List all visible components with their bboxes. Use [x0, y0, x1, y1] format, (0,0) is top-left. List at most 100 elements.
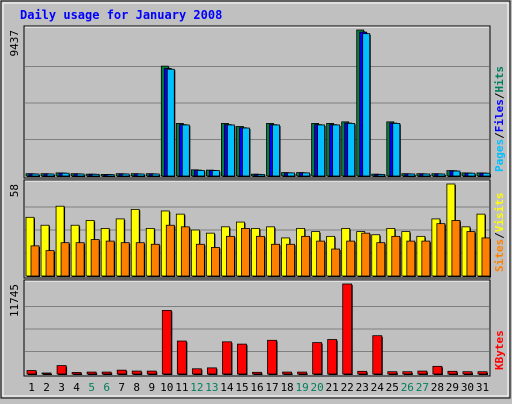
x-tick-label: 26	[401, 381, 414, 394]
bar-kbytes	[297, 371, 307, 375]
bar-sites	[165, 224, 175, 277]
bar-sites	[466, 231, 476, 277]
bar-pages	[31, 173, 40, 177]
bar-pages	[362, 33, 371, 177]
bar-sites	[376, 242, 386, 277]
bar-sites	[436, 223, 446, 277]
bar-sites	[45, 250, 55, 277]
bar-sites	[286, 243, 295, 277]
bar-kbytes	[252, 371, 262, 375]
bar-sites	[60, 242, 70, 277]
bar-sites	[105, 240, 115, 277]
bar-pages	[332, 124, 341, 177]
panel-frame	[23, 279, 491, 377]
bar-kbytes	[116, 369, 127, 375]
bar-sites	[30, 245, 40, 277]
bar-sites	[271, 243, 280, 277]
bar-pages	[76, 173, 85, 177]
bar-sites	[391, 235, 401, 277]
bar-pages	[46, 173, 55, 177]
bar-pages	[227, 124, 235, 177]
bar-sites	[346, 240, 356, 277]
bar-sites	[331, 248, 341, 277]
x-tick-label: 27	[416, 381, 429, 394]
bar-sites	[241, 228, 250, 277]
bar-pages	[166, 68, 175, 177]
bar-kbytes	[357, 370, 368, 375]
bar-pages	[452, 170, 461, 177]
bar-pages	[422, 173, 431, 177]
chart-title: Daily usage for January 2008	[20, 8, 222, 22]
bar-shadow	[43, 374, 53, 375]
x-tick-label: 11	[175, 381, 188, 394]
bar-pages	[61, 172, 70, 177]
legend-entry: Files	[493, 99, 506, 132]
bar-pages	[257, 174, 265, 177]
legend-separator: /	[493, 92, 506, 99]
x-tick-label: 25	[386, 381, 399, 394]
bar-kbytes	[387, 371, 398, 375]
bar-sites	[226, 235, 235, 277]
legend: Pages/Files/Hits	[493, 66, 506, 172]
legend-entry: Pages	[493, 139, 506, 172]
x-tick-label: 31	[476, 381, 489, 394]
bar-kbytes	[41, 372, 52, 375]
x-tick-label: 4	[73, 381, 80, 394]
bar-sites	[75, 242, 85, 277]
x-tick-label: 23	[356, 381, 369, 394]
panel-frame	[23, 25, 491, 179]
bar-sites	[361, 232, 371, 277]
x-tick-label: 13	[205, 381, 218, 394]
bar-sites	[210, 247, 220, 277]
bar-pages	[302, 172, 310, 177]
x-tick-label: 21	[326, 381, 339, 394]
x-tick-label: 22	[341, 381, 354, 394]
bar-pages	[317, 124, 326, 177]
bar-kbytes	[432, 365, 443, 375]
bar-pages	[347, 122, 356, 177]
legend-entry: Hits	[493, 66, 506, 93]
bar-pages	[272, 124, 280, 177]
bar-sites	[180, 226, 190, 277]
bar-sites	[150, 243, 160, 277]
bar-pages	[211, 170, 220, 177]
bar-kbytes	[462, 371, 473, 375]
bar-kbytes	[327, 339, 338, 375]
bar-pages	[196, 170, 205, 177]
bar-kbytes	[71, 372, 82, 375]
bar-kbytes	[402, 371, 413, 375]
bar-sites	[406, 240, 416, 277]
bar-kbytes	[267, 339, 277, 375]
legend-separator: /	[493, 132, 506, 139]
x-tick-label: 8	[133, 381, 140, 394]
legend: Sites/Visits	[493, 193, 506, 273]
bar-sites	[120, 242, 130, 277]
bar-kbytes	[161, 309, 172, 375]
bar-sites	[421, 240, 431, 277]
bar-sites	[90, 239, 100, 277]
bar-sites	[451, 220, 461, 277]
x-tick-label: 15	[235, 381, 248, 394]
bar-sites	[481, 237, 491, 277]
y-max-label: 58	[8, 184, 21, 197]
bar-kbytes	[282, 371, 292, 375]
bar-kbytes	[447, 370, 458, 375]
x-tick-label: 6	[103, 381, 110, 394]
bar-sites	[135, 242, 145, 277]
legend-entry: Sites	[493, 239, 506, 272]
x-tick-label: 10	[160, 381, 173, 394]
bar-sites	[301, 235, 310, 277]
x-tick-label: 19	[295, 381, 308, 394]
x-tick-label: 24	[371, 381, 385, 394]
legend-entry: KBytes	[493, 330, 506, 370]
bar-pages	[287, 172, 295, 177]
x-tick-label: 3	[58, 381, 65, 394]
y-max-label: 9437	[8, 30, 21, 57]
y-max-label: 11745	[8, 284, 21, 317]
bar-pages	[467, 172, 476, 177]
x-tick-label: 9	[148, 381, 155, 394]
x-tick-label: 28	[431, 381, 444, 394]
